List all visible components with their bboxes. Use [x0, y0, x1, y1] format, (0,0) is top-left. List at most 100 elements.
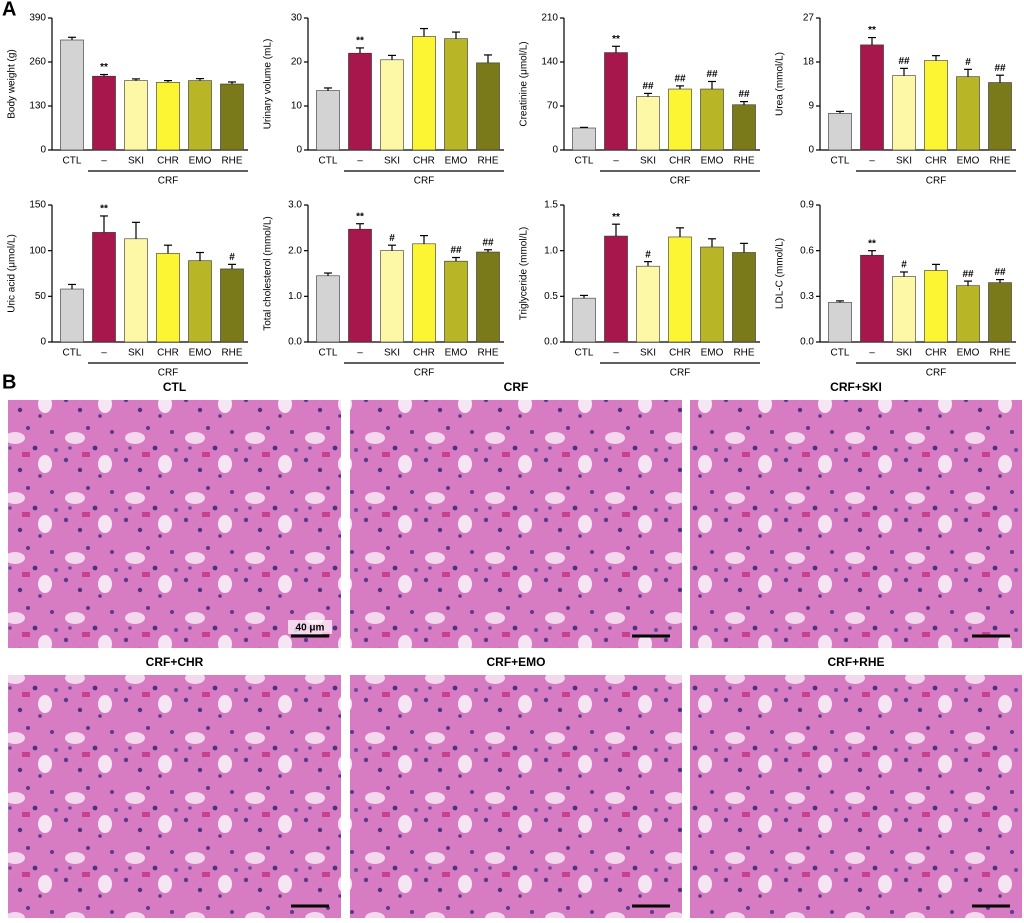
bar	[828, 302, 852, 343]
x-tick-label: SKI	[896, 156, 912, 167]
y-axis-label: Triglyceride (mmol/L)	[519, 227, 530, 321]
x-tick-label: SKI	[384, 348, 400, 359]
bar	[188, 260, 212, 343]
x-tick-label: EMO	[445, 156, 468, 167]
x-tick-label: CTL	[831, 156, 850, 167]
annotation: **	[356, 36, 364, 47]
group-label: CRF	[670, 176, 691, 187]
y-axis-label: Creatinine (μmol/L)	[519, 41, 530, 126]
bar	[156, 253, 180, 343]
y-tick-label: 140	[541, 57, 558, 68]
x-tick-label: RHE	[989, 156, 1010, 167]
y-tick-label: 27	[803, 13, 815, 24]
bar	[220, 268, 244, 343]
y-tick-label: 2.0	[288, 245, 302, 256]
group-label: CRF	[926, 176, 947, 187]
annotation: **	[868, 238, 876, 249]
y-tick-label: 18	[803, 57, 815, 68]
x-tick-label: CTL	[63, 156, 82, 167]
x-tick-label: CHR	[413, 156, 435, 167]
annotation: ##	[994, 267, 1006, 278]
bar	[892, 276, 916, 343]
scale-label-bg	[288, 620, 332, 634]
bar	[124, 238, 148, 343]
y-tick-label: 1.5	[544, 200, 558, 211]
bar	[668, 236, 692, 343]
image-title: CRF+SKI	[830, 380, 882, 394]
x-tick-label: EMO	[701, 348, 724, 359]
x-tick-label: CTL	[319, 156, 338, 167]
y-axis-label: Urea (mmol/L)	[775, 52, 786, 116]
bar	[636, 96, 660, 151]
bar	[572, 127, 596, 151]
x-tick-label: –	[357, 156, 363, 167]
histology-image	[350, 675, 682, 918]
bar	[604, 235, 628, 343]
x-tick-label: CTL	[575, 348, 594, 359]
bar	[700, 88, 724, 151]
bar	[220, 83, 244, 151]
bar	[412, 36, 436, 151]
x-tick-label: CHR	[157, 348, 179, 359]
bar	[60, 288, 84, 343]
image-title: CRF+CHR	[146, 655, 204, 669]
bar	[444, 38, 468, 151]
y-tick-label: 20	[291, 57, 303, 68]
bar	[892, 75, 916, 151]
y-tick-label: 3.0	[288, 200, 302, 211]
bar	[636, 265, 660, 343]
image-title: CRF+EMO	[486, 655, 545, 669]
bar	[956, 76, 980, 151]
y-tick-label: 0	[296, 145, 302, 156]
annotation: ##	[962, 269, 974, 280]
bar	[732, 252, 756, 343]
bar	[988, 282, 1012, 343]
y-tick-label: 0	[552, 145, 558, 156]
histology-image	[690, 675, 1022, 918]
panel-label: B	[2, 371, 16, 393]
bar	[92, 75, 116, 151]
y-tick-label: 1.0	[544, 245, 558, 256]
y-tick-label: 10	[291, 101, 303, 112]
y-tick-label: 1.0	[288, 291, 302, 302]
bar	[828, 113, 852, 151]
x-tick-label: RHE	[989, 348, 1010, 359]
annotation: **	[868, 25, 876, 36]
bar	[476, 251, 500, 343]
bar	[348, 52, 372, 151]
x-tick-label: RHE	[733, 156, 754, 167]
x-tick-label: –	[869, 156, 875, 167]
bar	[924, 270, 948, 343]
x-tick-label: CTL	[575, 156, 594, 167]
annotation: #	[645, 249, 651, 260]
x-tick-label: RHE	[477, 348, 498, 359]
x-tick-label: –	[357, 348, 363, 359]
y-axis-label: LDL-C (mmol/L)	[775, 238, 786, 309]
x-tick-label: EMO	[189, 348, 212, 359]
x-tick-label: SKI	[640, 156, 656, 167]
annotation: #	[901, 260, 907, 271]
annotation: ##	[898, 56, 910, 67]
histology-image	[690, 400, 1022, 648]
x-tick-label: –	[101, 156, 107, 167]
bar	[700, 246, 724, 343]
annotation: ##	[482, 237, 494, 248]
annotation: ##	[994, 63, 1006, 74]
x-tick-label: CHR	[413, 348, 435, 359]
x-tick-label: RHE	[221, 156, 242, 167]
y-tick-label: 0.9	[800, 200, 814, 211]
image-title: CRF+RHE	[827, 655, 884, 669]
x-tick-label: RHE	[221, 348, 242, 359]
x-tick-label: SKI	[128, 348, 144, 359]
bar	[156, 82, 180, 151]
y-tick-label: 100	[29, 245, 46, 256]
x-tick-label: CHR	[669, 156, 691, 167]
y-axis-label: Uric acid (μmol/L)	[7, 234, 18, 313]
y-tick-label: 130	[29, 101, 46, 112]
bar	[988, 82, 1012, 151]
y-tick-label: 0.0	[544, 337, 558, 348]
x-tick-label: EMO	[701, 156, 724, 167]
y-tick-label: 0.0	[800, 337, 814, 348]
y-axis-label: Urinary volume (mL)	[263, 39, 274, 130]
